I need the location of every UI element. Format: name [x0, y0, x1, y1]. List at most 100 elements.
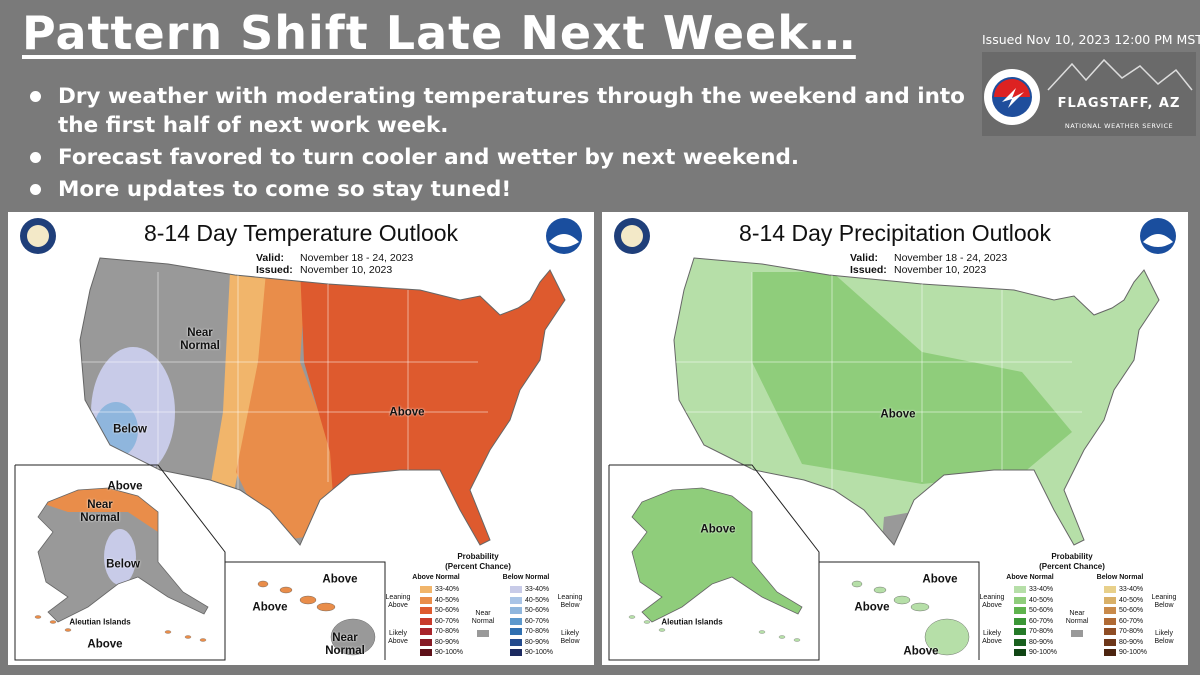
legend-swatch [1104, 607, 1116, 614]
legend-below-header: Below Normal [502, 574, 550, 581]
us-outline [79, 257, 566, 546]
hawaii-island [279, 586, 293, 594]
bullet: More updates to come so stay tuned! [28, 175, 988, 204]
headline: Pattern Shift Late Next Week… [22, 6, 856, 60]
legend-bin: 70-80% [435, 628, 460, 635]
map-title: 8-14 Day Temperature Outlook [143, 220, 459, 246]
valid-dates: November 18 - 24, 2023 [300, 252, 414, 264]
legend-subtitle: (Percent Chance) [1039, 562, 1105, 571]
alaska [632, 488, 802, 622]
bullet-list: Dry weather with moderating temperatures… [28, 82, 988, 207]
legend-bin: 33-40% [1119, 586, 1144, 593]
ak-above [38, 488, 158, 532]
legend-swatch [420, 596, 432, 604]
legend-bin: 80-90% [525, 638, 550, 646]
aleutian-island [34, 615, 42, 619]
aleutian-island [199, 638, 207, 642]
legend-swatch [1104, 617, 1116, 625]
map-label: Above [389, 406, 425, 419]
map [608, 218, 1176, 661]
legend-bin: 50-60% [1029, 607, 1054, 614]
legend-swatch [1071, 630, 1083, 637]
legend-bin: 70-80% [1119, 628, 1144, 635]
legend-bin: 70-80% [1029, 628, 1054, 635]
valid-label: Valid: [850, 252, 879, 264]
legend-bin: 50-60% [1119, 607, 1144, 614]
ak-inset-frame [14, 464, 226, 661]
legend-bin: 33-40% [1029, 586, 1054, 593]
legend-swatch [510, 628, 522, 635]
legend-bin: 90-100% [525, 649, 554, 656]
legend-likely-below: Likely Below [560, 630, 580, 645]
precipitation-panel: 8-14 Day Precipitation Outlook Valid: Nove… [602, 212, 1188, 665]
issued-line: Issued: November 10, 2023 [850, 264, 986, 276]
legend-swatch [510, 586, 522, 593]
legend-swatch [1014, 638, 1026, 646]
hawaii-island [330, 618, 376, 656]
legend-bin: 50-60% [435, 607, 460, 614]
legend-bin: 40-50% [525, 596, 550, 604]
map-label: Below [113, 423, 147, 436]
hawaii-island [924, 618, 970, 656]
legend-bin: 40-50% [435, 596, 460, 604]
legend-swatch [510, 649, 522, 656]
aleutian-island [658, 628, 666, 632]
noaa-wave [1143, 234, 1173, 247]
legend-title: Probability [1051, 552, 1093, 561]
hi-inset-frame [225, 561, 386, 660]
valid-dates: November 18 - 24, 2023 [894, 252, 1008, 264]
region-above-50 [300, 267, 565, 545]
legend-swatch [1104, 649, 1116, 656]
legend-bin: 90-100% [1029, 649, 1058, 656]
legend-swatch [1014, 628, 1026, 635]
issued-line: Issued: November 10, 2023 [256, 264, 392, 276]
legend-leaning-below: Leaning Below [1151, 594, 1177, 609]
legend-bin: 70-80% [525, 628, 550, 635]
map-label: Near Normal [180, 327, 220, 352]
aleutian-island [49, 620, 57, 624]
hawaii-island [257, 580, 269, 588]
legend-swatch [510, 638, 522, 646]
aleutian-island [184, 635, 192, 639]
map-title: 8-14 Day Precipitation Outlook [739, 220, 1051, 246]
hi-inset-frame [819, 561, 980, 660]
legend-bin: 40-50% [1029, 596, 1054, 604]
ak-outline [631, 487, 803, 623]
legend-swatch [1104, 638, 1116, 646]
region-above-40 [236, 272, 340, 542]
hawaii-island [910, 602, 930, 612]
aleutian-island [643, 620, 651, 624]
region-near-normal [882, 512, 912, 545]
aleutian-island [64, 628, 72, 632]
legend-near-normal: Near Normal [471, 610, 495, 625]
map-label: Above [87, 638, 123, 651]
temperature-panel: 8-14 Day Temperature Outlook Valid: Novemb… [8, 212, 594, 665]
issued-date: November 10, 2023 [894, 264, 987, 276]
legend-bin: 80-90% [1119, 638, 1144, 646]
seal-bolt [1002, 88, 1024, 108]
legend-above-header: Above Normal [412, 574, 460, 581]
ak-below [104, 529, 136, 585]
legend-bin: 90-100% [1119, 649, 1148, 656]
legend-bin: 50-60% [525, 607, 550, 614]
aleutian-island [793, 638, 801, 642]
legend-bin: 40-50% [1119, 596, 1144, 604]
map [14, 218, 582, 661]
legend-swatch [510, 596, 522, 604]
aleutian-island [778, 635, 786, 639]
issued-label: Issued: [256, 264, 293, 276]
legend-bin: 60-70% [435, 617, 460, 625]
legend-swatch [510, 607, 522, 614]
agency-name: NATIONAL WEATHER SERVICE [1064, 122, 1174, 130]
legend-likely-below: Likely Below [1154, 630, 1174, 645]
legend-title: Probability [457, 552, 499, 561]
hawaii-island [893, 595, 911, 605]
map-label: Above [322, 573, 358, 586]
legend-swatch [477, 630, 489, 637]
legend-subtitle: (Percent Chance) [445, 562, 511, 571]
legend-swatch [420, 617, 432, 625]
map-label: Above [903, 645, 939, 658]
legend-swatch [1014, 596, 1026, 604]
ak-inset-frame [608, 464, 820, 661]
